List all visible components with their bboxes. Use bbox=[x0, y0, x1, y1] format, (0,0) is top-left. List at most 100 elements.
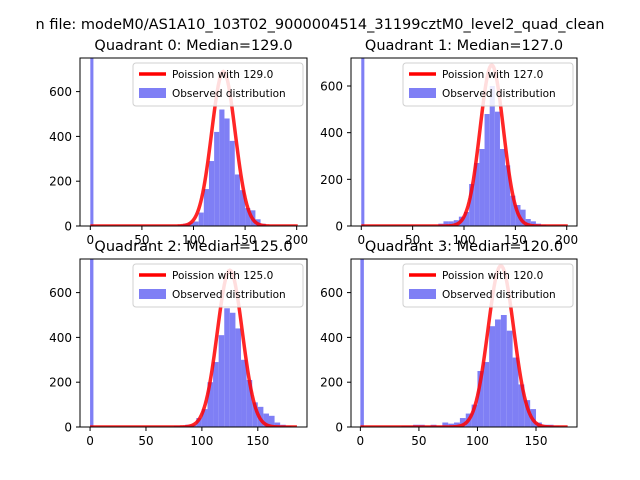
histogram-bar-zero bbox=[361, 58, 365, 226]
y-tick-label: 400 bbox=[320, 331, 343, 345]
y-tick-label: 0 bbox=[64, 421, 72, 435]
legend-bar-swatch bbox=[139, 289, 166, 299]
histogram-bar bbox=[246, 379, 253, 427]
legend-line-label: Poission with 127.0 bbox=[442, 69, 543, 81]
histogram-bar bbox=[252, 402, 258, 427]
histogram-bar-zero bbox=[360, 259, 364, 427]
histogram-bar bbox=[520, 209, 526, 226]
histogram-bar bbox=[530, 221, 536, 226]
histogram-bar bbox=[471, 404, 478, 427]
y-tick-label: 600 bbox=[49, 85, 72, 99]
histogram-bar bbox=[201, 409, 208, 427]
histogram-bar bbox=[245, 208, 251, 226]
histogram-bar bbox=[214, 131, 220, 226]
figure-suptitle: n file: modeM0/AS1A10_103T02_9000004514_… bbox=[36, 17, 605, 33]
histogram-bar bbox=[484, 114, 490, 226]
panel-quadrant-1: Quadrant 1: Median=127.0 0 50 100 150 200 0 200… bbox=[320, 38, 578, 247]
poisson-curve bbox=[90, 268, 297, 427]
x-tick-label: 50 bbox=[411, 434, 426, 448]
panel-title: Quadrant 0: Median=129.0 bbox=[94, 38, 292, 54]
legend-bar-label: Observed distribution bbox=[172, 88, 286, 100]
histogram-bar bbox=[518, 384, 525, 427]
histogram-bar bbox=[499, 149, 506, 226]
histogram-bar bbox=[218, 335, 225, 427]
histogram-bar bbox=[500, 315, 507, 427]
y-tick-label: 600 bbox=[320, 80, 343, 94]
histogram-bar bbox=[489, 326, 496, 427]
histogram-bar-zero bbox=[90, 58, 94, 226]
legend-box bbox=[402, 62, 574, 107]
histogram-bar bbox=[483, 362, 490, 427]
legend-bar-label: Observed distribution bbox=[442, 289, 556, 301]
panel-title: Quadrant 3: Median=120.0 bbox=[365, 239, 563, 255]
plot-area bbox=[90, 58, 298, 226]
histogram-bar bbox=[495, 319, 501, 427]
y-tick-label: 400 bbox=[320, 126, 343, 140]
x-tick-label: 0 bbox=[357, 434, 365, 448]
panels: Quadrant 0: Median=129.0 0 50 100 150 200 0 200… bbox=[49, 38, 578, 448]
x-tick-label: 50 bbox=[138, 434, 153, 448]
histogram-bar bbox=[198, 212, 204, 226]
x-tick-label: 150 bbox=[246, 434, 269, 448]
histogram-bar bbox=[479, 149, 485, 226]
x-tick-label: 150 bbox=[234, 233, 257, 247]
y-tick-label: 200 bbox=[320, 376, 343, 390]
poisson-curve bbox=[360, 263, 568, 427]
legend: Poission with 129.0 Observed distribution bbox=[132, 62, 304, 107]
histogram-bar bbox=[489, 86, 495, 226]
panel-quadrant-3: Quadrant 3: Median=120.0 0 50 100 150 0 200 400… bbox=[320, 239, 578, 448]
x-tick-label: 200 bbox=[285, 233, 308, 247]
y-tick-label: 200 bbox=[49, 376, 72, 390]
histogram-bar bbox=[443, 221, 449, 226]
axes-frame bbox=[79, 258, 308, 428]
histogram-bar bbox=[203, 189, 209, 226]
x-tick-label: 100 bbox=[453, 233, 476, 247]
histogram-bar bbox=[224, 308, 230, 427]
legend-box bbox=[132, 263, 304, 308]
histogram-bar bbox=[512, 357, 519, 427]
histogram-bar bbox=[229, 312, 236, 427]
legend-bar-label: Observed distribution bbox=[172, 289, 286, 301]
histogram-bar bbox=[459, 418, 466, 427]
y-tick-label: 200 bbox=[320, 173, 343, 187]
histogram-bar bbox=[525, 219, 531, 226]
legend: Poission with 120.0 Observed distribution bbox=[402, 263, 574, 308]
x-tick-label: 100 bbox=[190, 434, 213, 448]
y-tick-label: 400 bbox=[49, 331, 72, 345]
histogram-bar bbox=[224, 118, 230, 226]
histogram-bar bbox=[229, 140, 235, 226]
legend-line-label: Poission with 120.0 bbox=[442, 270, 543, 282]
histogram-bar bbox=[505, 165, 511, 226]
axes-frame bbox=[350, 258, 578, 428]
panel-title: Quadrant 2: Median=125.0 bbox=[94, 239, 292, 255]
legend-line-label: Poission with 129.0 bbox=[172, 69, 273, 81]
histogram-bar-zero bbox=[90, 259, 94, 427]
x-tick-label: 0 bbox=[86, 233, 94, 247]
x-tick-label: 0 bbox=[86, 434, 94, 448]
legend-box bbox=[402, 263, 574, 308]
x-tick-label: 100 bbox=[466, 434, 489, 448]
x-tick-label: 200 bbox=[555, 233, 578, 247]
histogram-bar bbox=[207, 382, 214, 427]
poisson-curve bbox=[90, 69, 298, 226]
histogram-bar bbox=[208, 161, 215, 226]
histogram-bar bbox=[477, 371, 484, 427]
x-tick-label: 50 bbox=[134, 233, 149, 247]
histogram-bar bbox=[506, 330, 513, 427]
x-tick-label: 150 bbox=[504, 233, 527, 247]
histogram-bar bbox=[241, 359, 247, 427]
plot-area bbox=[360, 259, 568, 427]
histogram-bar bbox=[464, 212, 470, 226]
y-tick-label: 0 bbox=[64, 220, 72, 234]
histogram-bar bbox=[448, 221, 454, 226]
histogram-bar bbox=[235, 328, 242, 427]
x-tick-label: 150 bbox=[525, 434, 548, 448]
y-tick-label: 600 bbox=[49, 286, 72, 300]
y-tick-label: 600 bbox=[320, 286, 343, 300]
legend-line-label: Poission with 125.0 bbox=[172, 270, 273, 282]
x-tick-label: 100 bbox=[182, 233, 205, 247]
histogram-bar bbox=[213, 362, 219, 427]
histogram-bar bbox=[524, 400, 531, 427]
plot-area bbox=[90, 259, 297, 427]
